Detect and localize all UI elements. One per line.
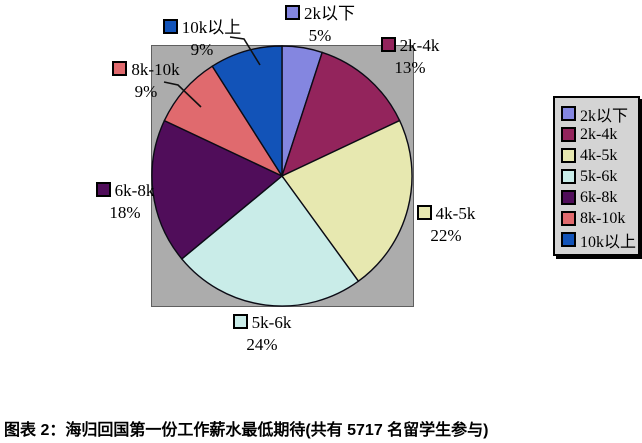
legend-item: 6k-8k: [561, 187, 636, 208]
legend-swatch-icon: [561, 127, 576, 142]
legend-item: 2k-4k: [561, 124, 636, 145]
legend-label: 6k-8k: [580, 188, 618, 206]
slice-label: 8k-10k: [131, 60, 180, 79]
legend-label: 10k以上: [580, 233, 637, 251]
legend-item: 4k-5k: [561, 145, 636, 166]
slice-percent: 13%: [394, 58, 426, 77]
legend-label: 4k-5k: [580, 146, 618, 164]
slice-marker-icon: [285, 5, 300, 20]
legend: 2k以下 2k-4k 4k-5k 5k-6k 6k-8k 8k-10k 10k以上: [553, 96, 640, 256]
legend-label: 2k-4k: [580, 125, 618, 143]
pie-slice-2k-4k: [280, 51, 401, 178]
pie-slice-4k-5k: [280, 119, 413, 283]
legend-swatch-icon: [561, 211, 576, 226]
slice-label: 10k以上: [181, 18, 242, 37]
slice-callout: 5k-6k 24%: [197, 312, 327, 356]
legend-item: 10k以上: [561, 229, 637, 251]
legend-item: 2k以下: [561, 103, 636, 125]
pie-slice-10k以上: [211, 45, 283, 179]
slice-marker-icon: [380, 37, 396, 52]
legend-label: 2k以下: [580, 107, 629, 125]
slice-label: 2k-4k: [399, 36, 440, 55]
legend-swatch-icon: [561, 148, 576, 163]
legend-item: 5k-6k: [561, 166, 636, 187]
slice-marker-icon: [416, 205, 432, 220]
slice-percent: 9%: [134, 82, 158, 101]
slice-callout: 4k-5k 22%: [381, 203, 511, 247]
leader-line: [163, 81, 202, 108]
legend-label: 5k-6k: [580, 167, 618, 185]
slice-callout: 2k以下 5%: [255, 3, 385, 47]
chart-caption: 图表 2：海归回国第一份工作薪水最低期待(共有 5717 名留学生参与): [4, 422, 489, 439]
slice-marker-icon: [232, 314, 248, 329]
legend-item: 8k-10k: [561, 208, 636, 229]
slice-callout: 8k-10k 9%: [81, 59, 211, 103]
slice-label: 6k-8k: [114, 181, 155, 200]
slice-callout: 6k-8k 18%: [60, 180, 190, 224]
legend-swatch-icon: [561, 232, 576, 247]
slice-label: 5k-6k: [251, 313, 292, 332]
slice-percent: 5%: [308, 26, 332, 45]
slice-percent: 24%: [246, 335, 278, 354]
pie-slice-6k-8k: [151, 119, 284, 260]
legend-swatch-icon: [561, 190, 576, 205]
slice-percent: 9%: [190, 40, 214, 59]
slice-callout: 10k以上 9%: [137, 17, 267, 61]
leader-line: [229, 36, 261, 66]
pie-slice-5k-6k: [180, 174, 360, 307]
slice-marker-icon: [112, 61, 128, 76]
slice-marker-icon: [162, 19, 178, 34]
legend-swatch-icon: [561, 169, 576, 184]
slice-label: 2k以下: [304, 4, 355, 23]
slice-percent: 22%: [430, 226, 462, 245]
legend-label: 8k-10k: [580, 209, 626, 227]
slice-label: 4k-5k: [435, 204, 476, 223]
slice-marker-icon: [95, 182, 111, 197]
legend-swatch-icon: [561, 106, 576, 121]
slice-callout: 2k-4k 13%: [345, 35, 475, 79]
slice-percent: 18%: [109, 203, 141, 222]
